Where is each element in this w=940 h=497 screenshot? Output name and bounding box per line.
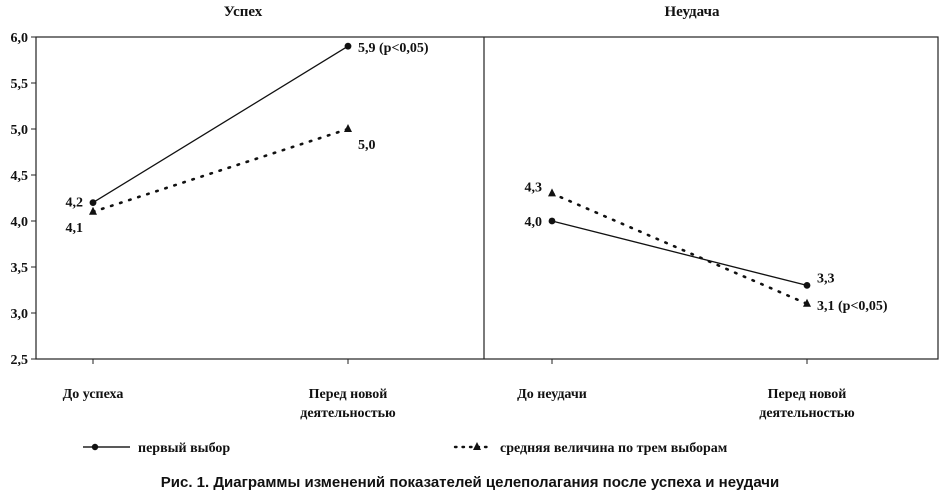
y-tick-label: 3,0	[11, 307, 29, 322]
legend-triangle-marker	[473, 442, 481, 450]
data-label: 4,3	[525, 180, 543, 195]
data-label: 4,0	[525, 215, 543, 230]
data-point-circle	[344, 42, 352, 50]
data-point-triangle	[548, 188, 556, 197]
series-line-average	[91, 127, 350, 214]
figure-caption: Рис. 1. Диаграммы изменений показателей …	[160, 474, 780, 491]
legend-label-average: средняя величина по трем выборам	[500, 441, 728, 456]
y-tick-label: 6,0	[11, 31, 29, 46]
data-label: 3,1 (p<0,05)	[817, 299, 888, 314]
data-label: 4,1	[66, 221, 84, 236]
data-point-circle	[89, 199, 97, 207]
series-line-first-choice	[92, 45, 349, 204]
x-tick-label: Перед новой	[768, 387, 847, 402]
line-chart: 2,5 3,0 3,5 4,0 4,5 5,0 5,5 6,0 Успех Неудача До…	[11, 4, 939, 456]
data-label: 5,9 (p<0,05)	[358, 41, 429, 56]
data-point-circle	[803, 282, 811, 289]
x-tick-label: До неудачи	[517, 387, 587, 402]
panel-title: Неудача	[665, 4, 720, 20]
x-tick-label: деятельностью	[759, 406, 855, 421]
data-point-triangle	[89, 206, 97, 215]
series-line-average	[550, 192, 809, 306]
series-line-first-choice	[551, 220, 808, 287]
data-point-triangle	[803, 298, 811, 307]
y-tick-label: 4,5	[11, 169, 29, 184]
x-tick-label: деятельностью	[300, 406, 396, 421]
legend: первый выбор средняя величина по трем вы…	[83, 441, 728, 456]
data-label: 5,0	[358, 138, 376, 153]
panel-title: Успех	[224, 4, 263, 20]
x-tick-label: До успеха	[63, 387, 124, 402]
data-point-circle	[548, 217, 556, 225]
y-tick-label: 5,0	[11, 123, 29, 138]
data-label: 3,3	[817, 271, 835, 286]
data-label: 4,2	[66, 196, 84, 211]
y-tick-label: 2,5	[11, 353, 29, 368]
y-tick-label: 3,5	[11, 261, 29, 276]
legend-label-first-choice: первый выбор	[138, 441, 230, 456]
plot-frame	[35, 36, 939, 360]
y-tick-label: 5,5	[11, 77, 29, 92]
x-tick-label: Перед новой	[309, 387, 388, 402]
legend-circle-marker	[91, 443, 99, 451]
data-point-triangle	[344, 124, 352, 132]
y-tick-label: 4,0	[11, 215, 29, 230]
